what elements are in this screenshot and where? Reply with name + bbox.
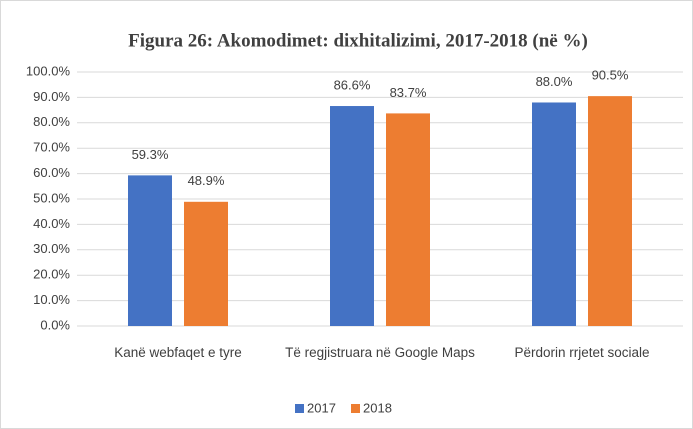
x-tick-label: Kanë webfaqet e tyre [114,345,242,360]
bar [532,102,576,326]
y-tick-label: 30.0% [33,241,70,256]
data-label: 59.3% [132,147,169,162]
bar [128,175,172,326]
data-label: 88.0% [536,74,573,89]
y-tick-label: 90.0% [33,89,70,104]
y-tick-label: 10.0% [33,292,70,307]
x-tick-label: Të regjistruara në Google Maps [285,345,475,360]
legend-label: 2018 [363,400,392,415]
y-tick-label: 100.0% [26,63,71,78]
y-tick-label: 60.0% [33,165,70,180]
bar [386,113,430,326]
y-tick-label: 70.0% [33,140,70,155]
bar [330,106,374,326]
legend-swatch [295,404,304,413]
data-label: 86.6% [334,77,371,92]
x-tick-label: Përdorin rrjetet sociale [514,345,650,360]
bar [588,96,632,326]
legend-swatch [351,404,360,413]
y-tick-label: 20.0% [33,267,70,282]
chart-title: Figura 26: Akomodimet: dixhitalizimi, 20… [128,30,588,51]
y-tick-label: 0.0% [40,317,70,332]
data-label: 90.5% [592,68,629,83]
bar [184,201,228,326]
legend-label: 2017 [307,400,336,415]
y-tick-label: 50.0% [33,190,70,205]
y-tick-label: 40.0% [33,216,70,231]
data-label: 48.9% [188,173,225,188]
y-tick-label: 80.0% [33,114,70,129]
data-label: 83.7% [390,85,427,100]
